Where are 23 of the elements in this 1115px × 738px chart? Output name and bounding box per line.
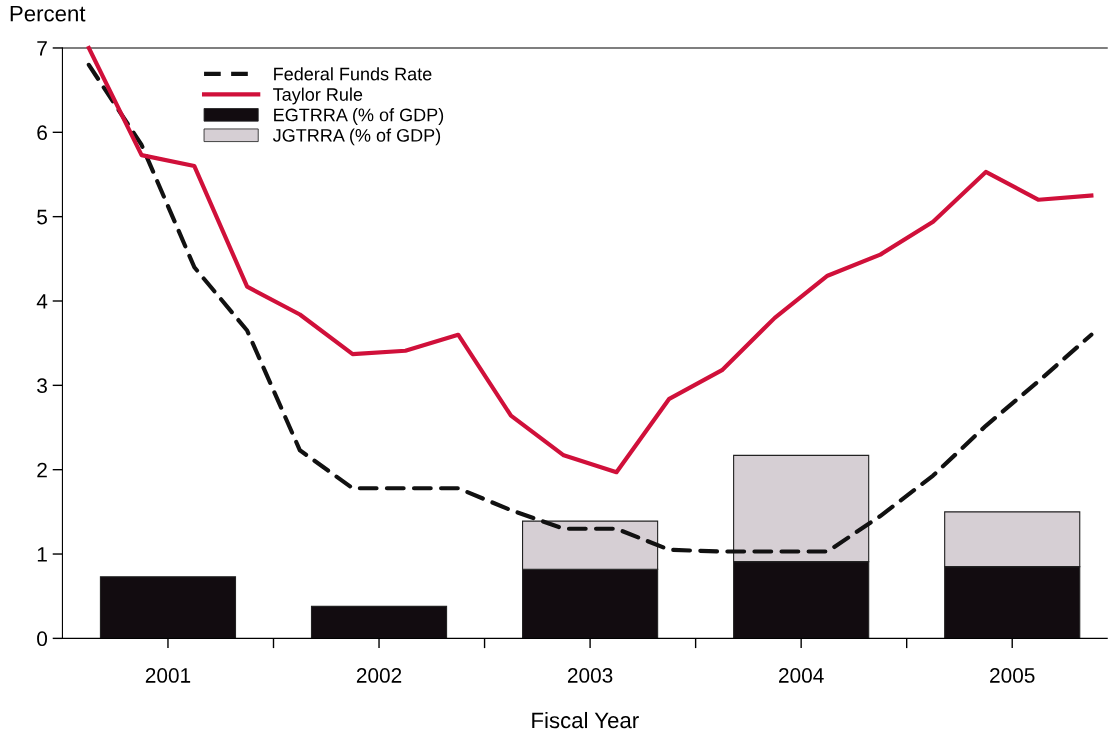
y-axis-title: Percent (10, 5, 86, 22)
legend-label: Taylor Rule (273, 87, 363, 105)
y-tick-label: 1 (37, 547, 47, 562)
x-tick-label: 2005 (990, 668, 1035, 683)
y-tick-label: 5 (37, 209, 47, 225)
x-tick-label: 2004 (779, 668, 824, 683)
legend-label: EGTRRA (% of GDP) (274, 108, 444, 125)
x-tick-label: 2002 (356, 668, 402, 683)
bar (99, 576, 237, 639)
y-tick-label: 7 (37, 41, 47, 56)
y-tick-label: 2 (37, 462, 47, 478)
y-tick-label: 3 (37, 378, 47, 394)
legend-label: JGTRRA (% of GDP) (272, 128, 441, 146)
legend-label: Federal Funds Rate (274, 67, 432, 81)
x-tick-label: 2003 (567, 668, 613, 683)
line-series (86, 45, 1094, 475)
line-series (86, 62, 1094, 554)
y-tick-label: 0 (37, 631, 48, 647)
y-tick-label: 4 (36, 294, 48, 309)
bar (310, 605, 448, 639)
x-tick-label: 2001 (145, 668, 191, 683)
x-axis-title: Fiscal Year (532, 711, 639, 729)
y-tick-label: 6 (37, 125, 47, 141)
